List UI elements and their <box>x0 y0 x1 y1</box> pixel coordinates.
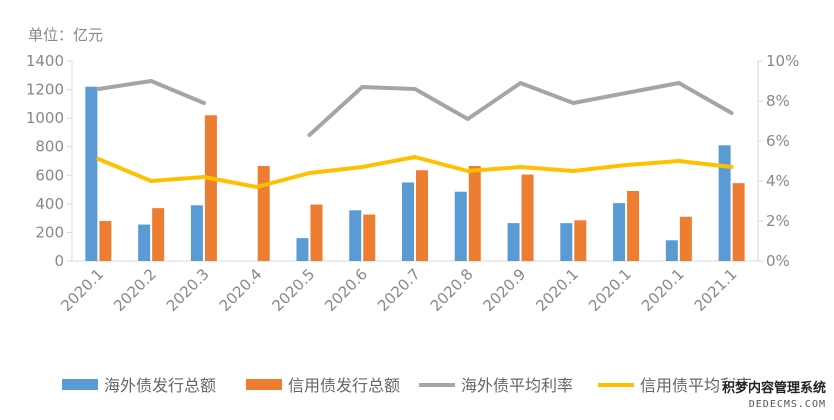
overseas-rate-line <box>307 81 734 137</box>
x-tick-label: 2021.1 <box>691 265 741 315</box>
watermark-subtext: DEDECMS.COM <box>748 399 826 410</box>
credit-bond-bar <box>257 166 270 261</box>
y-left-tick-label: 0 <box>54 252 64 270</box>
credit-bond-bar <box>310 204 323 261</box>
y-left-tick-label: 600 <box>35 166 64 184</box>
legend-swatch <box>246 379 282 390</box>
legend-label: 信用债发行总额 <box>288 376 400 395</box>
legend: 海外债发行总额 信用债发行总额 海外债平均利率 信用债平均利率 <box>62 376 752 395</box>
watermark-text: 积梦内容管理系统 <box>721 381 826 396</box>
y-left-tick-label: 800 <box>35 138 64 156</box>
credit-rate-line <box>96 155 734 189</box>
credit-bond-bar <box>574 220 587 261</box>
y-right-tick-label: 0% <box>766 252 790 270</box>
overseas-bond-bar <box>560 223 573 261</box>
credit-bond-bar <box>99 221 112 261</box>
y-right-tick-label: 4% <box>766 172 790 190</box>
legend-label: 海外债平均利率 <box>461 376 573 395</box>
overseas-rate-line <box>96 79 206 105</box>
x-tick-label: 2020.8 <box>427 265 477 315</box>
unit-label: 单位：亿元 <box>28 26 103 44</box>
y-left-tick-label: 400 <box>35 195 64 213</box>
x-tick-label: 2020.7 <box>374 265 424 315</box>
credit-bond-bar <box>732 183 745 261</box>
credit-bond-bar <box>679 216 692 261</box>
x-tick-label: 2020.9 <box>480 265 530 315</box>
credit-bond-bar <box>468 166 481 261</box>
credit-bond-bar <box>627 191 640 261</box>
overseas-bond-bar <box>349 210 362 261</box>
x-tick-label: 2020.1 <box>57 265 107 315</box>
y-right-tick-label: 6% <box>766 132 790 150</box>
overseas-bond-bar <box>190 205 203 261</box>
y-left-tick-label: 1400 <box>26 52 64 70</box>
legend-label: 海外债发行总额 <box>104 376 216 395</box>
credit-bond-bar <box>416 170 428 261</box>
overseas-bond-bar <box>718 145 731 261</box>
y-left-tick-label: 1000 <box>26 109 64 127</box>
x-tick-label: 2020.1 <box>585 265 635 315</box>
overseas-bond-bar <box>296 238 309 261</box>
credit-bond-bar <box>152 208 165 261</box>
watermark <box>720 380 830 412</box>
x-tick-label: 2020.3 <box>163 265 213 315</box>
overseas-bond-bar <box>138 224 151 261</box>
y-left-tick-label: 200 <box>35 223 64 241</box>
legend-swatch <box>62 379 98 390</box>
x-tick-label: 2020.5 <box>268 265 318 315</box>
axes: 0 200 400 600 800 1000 1200 1400 0% 2% 4% 6% 8% 10% <box>26 52 800 270</box>
x-tick-label: 2020.2 <box>110 265 160 315</box>
lines <box>96 79 734 189</box>
y-right-tick-label: 10% <box>766 52 799 70</box>
y-right-tick-label: 8% <box>766 92 790 110</box>
x-tick-labels: 2020.1 2020.2 2020.3 2020.4 2020.5 2020.6 2020… <box>57 265 740 315</box>
x-tick-label: 2020.1 <box>532 265 582 315</box>
x-tick-label: 2020.1 <box>638 265 688 315</box>
credit-bond-bar <box>521 174 534 261</box>
overseas-bond-bar <box>85 86 98 261</box>
overseas-bond-bar <box>613 203 626 261</box>
overseas-bond-bar <box>507 223 520 261</box>
x-tick-label: 2020.4 <box>216 265 266 315</box>
overseas-bond-bar <box>454 191 467 261</box>
bars <box>85 86 745 262</box>
overseas-bond-bar <box>402 182 414 261</box>
x-tick-label: 2020.6 <box>321 265 371 315</box>
y-left-tick-label: 1200 <box>26 81 64 99</box>
overseas-bond-bar <box>665 240 678 261</box>
y-right-tick-label: 2% <box>766 212 790 230</box>
credit-bond-bar <box>363 214 376 261</box>
credit-bond-bar <box>204 115 217 262</box>
